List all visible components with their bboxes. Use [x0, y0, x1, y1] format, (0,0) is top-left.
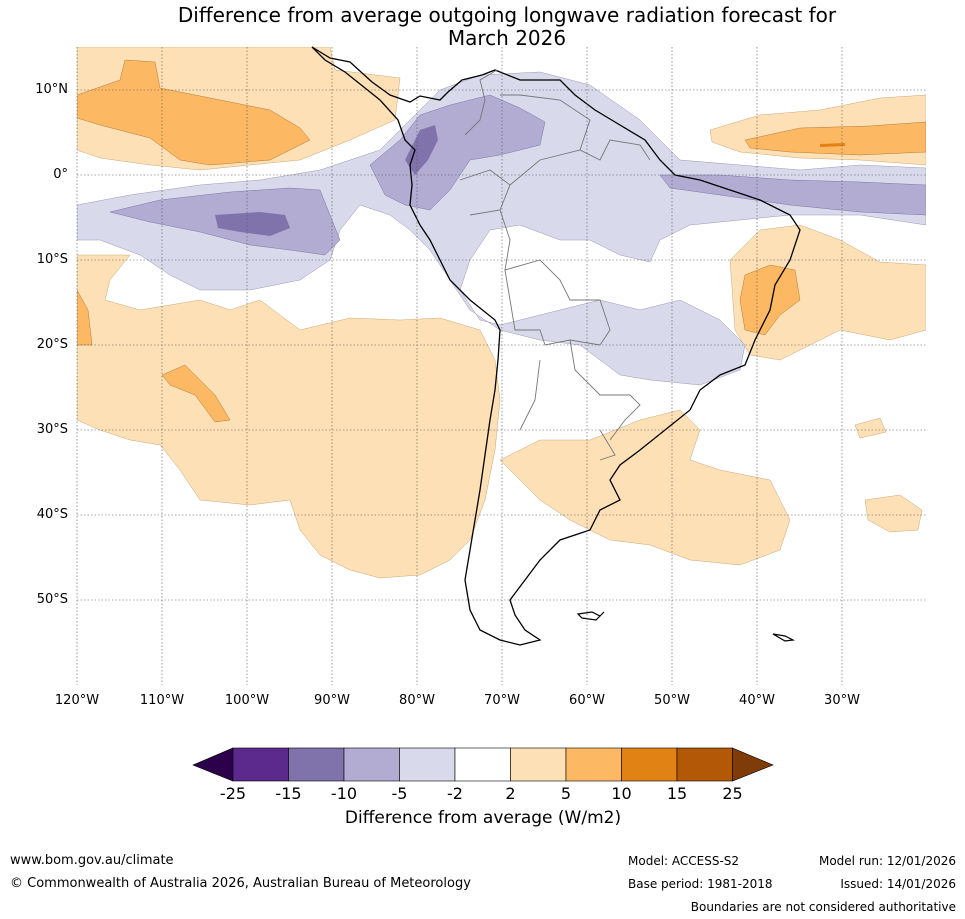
lon-label-80w: 80°W — [399, 693, 435, 708]
colorbar-tick: 15 — [666, 784, 688, 803]
footer-base-period: Base period: 1981-2018 — [628, 877, 773, 891]
anomaly-region-equatorial-pacific-core — [215, 212, 290, 236]
lat-label-10n: 10°N — [35, 82, 68, 97]
colorbar-extend-high — [732, 747, 774, 782]
colorbar-bin — [565, 747, 622, 782]
colorbar-bin — [343, 747, 400, 782]
country-borders — [459, 69, 651, 461]
lat-label-10s: 10°S — [36, 252, 68, 267]
anomaly-region-south-pacific — [77, 254, 501, 579]
anomaly-region-colombia-core — [405, 125, 438, 175]
lat-label-30s: 30°S — [36, 422, 68, 437]
anomaly-region-north-atlantic-core — [744, 121, 926, 156]
colorbar-tick: 10 — [611, 784, 632, 803]
lon-label-110w: 110°W — [139, 693, 185, 708]
colorbar-bin — [676, 747, 733, 782]
colorbar-bin — [288, 747, 345, 782]
colorbar-bin — [621, 747, 678, 782]
footer-model: Model: ACCESS-S2 — [628, 854, 740, 868]
graticule — [76, 47, 926, 685]
lon-label-100w: 100°W — [224, 693, 270, 708]
coastlines — [311, 46, 801, 646]
colorbar-tick: 2 — [505, 784, 516, 803]
colorbar-bin — [510, 747, 567, 782]
lon-label-40w: 40°W — [739, 693, 775, 708]
title-line-2: March 2026 — [447, 26, 567, 50]
title-line-1: Difference from average outgoing longwav… — [177, 3, 837, 27]
lon-label-60w: 60°W — [569, 693, 605, 708]
lat-label-50s: 50°S — [36, 592, 68, 607]
lon-label-70w: 70°W — [484, 693, 520, 708]
colorbar — [192, 747, 774, 782]
falkland-islands — [576, 611, 605, 621]
footer-website[interactable]: www.bom.gov.au/climate — [10, 853, 174, 868]
footer-model-run: Model run: 12/01/2026 — [818, 854, 956, 868]
south-georgia — [772, 633, 796, 642]
colorbar-tick: -2 — [447, 784, 463, 803]
colorbar-tick: -25 — [219, 784, 247, 803]
anomaly-region-north-pacific-core — [77, 59, 311, 166]
map-title: Difference from average outgoing longwav… — [77, 4, 937, 50]
footer-issued: Issued: 14/01/2026 — [840, 877, 956, 891]
footer-disclaimer: Boundaries are not considered authoritat… — [690, 900, 956, 914]
anomaly-region-brazil-core — [739, 264, 801, 336]
colorbar-tick: -5 — [391, 784, 408, 803]
colorbar-label: Difference from average (W/m2) — [344, 808, 622, 828]
lat-label-40s: 40°S — [36, 507, 68, 522]
lon-label-30w: 30°W — [824, 693, 860, 708]
anomaly-region-amazon-mouth — [659, 174, 926, 216]
anomaly-region-brazil-coast — [729, 224, 926, 361]
south-america-coastline — [311, 46, 801, 646]
anomaly-region-east-mid — [854, 417, 887, 439]
anomaly-region-south-atlantic — [499, 409, 791, 566]
footer-copyright: © Commonwealth of Australia 2026, Austra… — [10, 876, 471, 891]
anomaly-region-east-south — [864, 494, 923, 533]
colorbar-extend-low — [192, 747, 234, 782]
anomaly-region-colombia — [369, 94, 546, 211]
anomaly-region-north-atlantic-peak — [820, 143, 845, 147]
lon-label-120w: 120°W — [54, 693, 100, 708]
lon-label-50w: 50°W — [654, 693, 690, 708]
colorbar-tick: 5 — [560, 784, 572, 803]
lon-label-90w: 90°W — [314, 693, 350, 708]
lat-label-0: 0° — [53, 167, 68, 182]
anomaly-region-south-pacific-core — [161, 364, 231, 423]
colorbar-bin — [454, 747, 511, 782]
lat-label-20s: 20°S — [36, 337, 68, 352]
colorbar-bin — [232, 747, 289, 782]
anomaly-field — [77, 47, 926, 579]
colorbar-tick: 25 — [722, 784, 743, 803]
colorbar-tick: -10 — [330, 784, 358, 803]
colorbar-bin — [399, 747, 456, 782]
colorbar-tick: -15 — [275, 784, 302, 803]
